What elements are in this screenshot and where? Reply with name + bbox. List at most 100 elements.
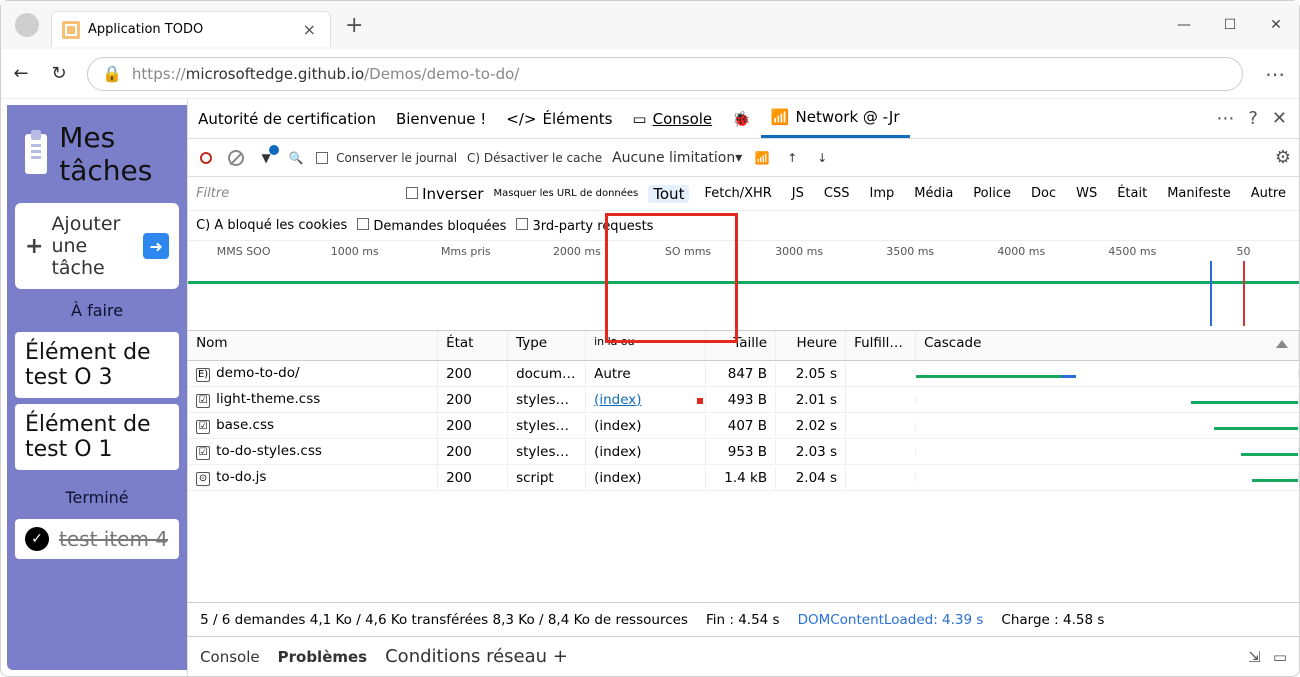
plus-icon: + <box>25 234 43 259</box>
col-name[interactable]: Nom <box>188 331 438 360</box>
close-tab-icon[interactable]: × <box>299 20 320 39</box>
page-favicon-icon <box>62 21 80 39</box>
done-item[interactable]: ✓test item 4 <box>15 519 179 559</box>
profile-icon[interactable] <box>15 13 39 37</box>
preserve-log-checkbox[interactable]: Conserver le journal <box>316 151 457 165</box>
window-controls: — ☐ ✕ <box>1161 5 1299 45</box>
filter-toggle-icon[interactable]: ▼ <box>256 148 276 168</box>
network-toolbar: ▼ 🔍 Conserver le journal C) Désactiver l… <box>188 139 1299 177</box>
devtools-drawer: Console Problèmes Conditions réseau + ⇲ … <box>188 636 1299 676</box>
check-icon: ✓ <box>25 527 49 551</box>
network-filter-row: Filtre Inverser Masquer les URL de donné… <box>188 177 1299 211</box>
tab-network[interactable]: 📶Network @ -Jr <box>761 99 910 138</box>
status-summary: 5 / 6 demandes 4,1 Ko / 4,6 Ko transféré… <box>200 612 688 628</box>
todo-section-label: À faire <box>15 301 179 320</box>
devtools-close-icon[interactable]: ✕ <box>1272 108 1287 129</box>
filter-media[interactable]: Média <box>909 186 958 201</box>
blocked-requests-checkbox[interactable]: Demandes bloquées <box>357 218 506 234</box>
add-task-input[interactable]: Ajouter une tâche <box>51 213 135 279</box>
status-load: Charge : 4.58 s <box>1001 612 1104 628</box>
filter-img[interactable]: Imp <box>864 186 899 201</box>
maximize-icon[interactable]: ☐ <box>1207 5 1253 45</box>
upload-icon[interactable]: ↑ <box>782 148 802 168</box>
address-row: ← ↻ 🔒 https://microsoftedge.github.io/De… <box>1 49 1299 99</box>
add-task-row: + Ajouter une tâche ➜ <box>15 203 179 289</box>
new-tab-button[interactable]: + <box>345 13 363 38</box>
network-row[interactable]: ☑light-theme.css200styleshe…(index)493 B… <box>188 387 1299 413</box>
window-titlebar: Application TODO × + — ☐ ✕ <box>1 1 1299 49</box>
filter-font[interactable]: Police <box>968 186 1016 201</box>
refresh-icon[interactable]: ↻ <box>49 63 69 84</box>
col-waterfall[interactable]: Cascade <box>916 331 1299 360</box>
wifi-toggle-icon[interactable]: 📶 <box>752 148 772 168</box>
hide-data-checkbox[interactable]: Masquer les URL de données <box>494 188 639 199</box>
filter-manifest[interactable]: Manifeste <box>1162 186 1235 201</box>
tab-cert[interactable]: Autorité de certification <box>188 99 386 138</box>
filter-doc[interactable]: Doc <box>1026 186 1061 201</box>
todo-item[interactable]: Élément de test O 1 <box>15 404 179 470</box>
submit-task-button[interactable]: ➜ <box>143 233 169 259</box>
download-icon[interactable]: ↓ <box>812 148 832 168</box>
network-row[interactable]: E)demo-to-do/200docum…Autre847 B2.05 s <box>188 361 1299 387</box>
search-icon[interactable]: 🔍 <box>286 148 306 168</box>
devtools-tabs: Autorité de certification Bienvenue ! </… <box>188 99 1299 139</box>
network-row[interactable]: ⊙to-do.js200script(index)1.4 kB2.04 s <box>188 465 1299 491</box>
network-settings-icon[interactable]: ⚙ <box>1275 147 1291 168</box>
lock-icon: 🔒 <box>102 64 122 83</box>
col-fulfilled[interactable]: Fulfilled… <box>846 331 916 360</box>
devtools-more-icon[interactable]: ⋯ <box>1216 108 1234 129</box>
drawer-tab-network-conditions[interactable]: Conditions réseau + <box>385 646 568 667</box>
network-timeline[interactable]: MMS SOO1000 msMms pris2000 msSO mms3000 … <box>188 241 1299 331</box>
status-dcl: DOMContentLoaded: 4.39 s <box>798 612 984 628</box>
filter-css[interactable]: CSS <box>819 186 855 201</box>
drawer-tab-issues[interactable]: Problèmes <box>278 648 367 666</box>
url-text: https://microsoftedge.github.io/Demos/de… <box>132 65 519 83</box>
drawer-dock-icon[interactable]: ▭ <box>1273 648 1287 666</box>
filter-all[interactable]: Tout <box>648 185 689 203</box>
timeline-selection-highlight <box>605 213 738 343</box>
tab-sources-bug[interactable]: 🐞 <box>722 99 761 138</box>
network-row[interactable]: ☑base.css200styleshe…(index)407 B2.02 s <box>188 413 1299 439</box>
tab-welcome[interactable]: Bienvenue ! <box>386 99 496 138</box>
clipboard-icon <box>25 134 47 174</box>
browser-menu-icon[interactable]: ⋯ <box>1261 62 1289 86</box>
minimize-icon[interactable]: — <box>1161 5 1207 45</box>
back-icon[interactable]: ← <box>11 63 31 84</box>
col-status[interactable]: État <box>438 331 508 360</box>
col-type[interactable]: Type <box>508 331 586 360</box>
drawer-expand-icon[interactable]: ⇲ <box>1248 648 1261 666</box>
record-icon[interactable] <box>196 148 216 168</box>
drawer-tab-console[interactable]: Console <box>200 648 260 666</box>
code-icon: </> <box>506 110 536 128</box>
filter-input[interactable]: Filtre <box>196 186 396 201</box>
col-time[interactable]: Heure <box>776 331 846 360</box>
blocked-cookies-checkbox[interactable]: C) A bloqué les cookies <box>196 218 347 233</box>
network-filter-row-2: C) A bloqué les cookies Demandes bloquée… <box>188 211 1299 241</box>
disable-cache-label[interactable]: C) Désactiver le cache <box>467 151 602 165</box>
network-row[interactable]: ☑to-do-styles.css200styleshe…(index)953 … <box>188 439 1299 465</box>
filter-other[interactable]: Autre <box>1246 186 1291 201</box>
browser-tab[interactable]: Application TODO × <box>51 11 331 47</box>
network-table: Nom État Type in la ou Taille Heure Fulf… <box>188 331 1299 602</box>
filter-ws[interactable]: WS <box>1071 186 1102 201</box>
tab-title: Application TODO <box>88 22 299 37</box>
invert-checkbox[interactable]: Inverser <box>406 185 483 203</box>
network-status-bar: 5 / 6 demandes 4,1 Ko / 4,6 Ko transféré… <box>188 602 1299 636</box>
bug-icon: 🐞 <box>732 110 751 128</box>
address-bar[interactable]: 🔒 https://microsoftedge.github.io/Demos/… <box>87 57 1243 91</box>
console-icon: ▭ <box>632 110 646 128</box>
tab-console[interactable]: ▭Console <box>622 99 722 138</box>
help-icon[interactable]: ? <box>1248 108 1258 129</box>
clear-icon[interactable] <box>226 148 246 168</box>
sort-indicator-icon <box>1276 340 1288 348</box>
filter-fetch[interactable]: Fetch/XHR <box>699 186 776 201</box>
close-window-icon[interactable]: ✕ <box>1253 5 1299 45</box>
throttle-select[interactable]: Aucune limitation▾ <box>612 150 742 166</box>
table-header: Nom État Type in la ou Taille Heure Fulf… <box>188 331 1299 361</box>
filter-js[interactable]: JS <box>787 186 809 201</box>
todo-app: Mes tâches + Ajouter une tâche ➜ À faire… <box>7 105 187 670</box>
todo-item[interactable]: Élément de test O 3 <box>15 332 179 398</box>
wifi-icon: 📶 <box>771 108 790 126</box>
filter-wasm[interactable]: Était <box>1112 186 1152 201</box>
tab-elements[interactable]: </>Éléments <box>496 99 622 138</box>
